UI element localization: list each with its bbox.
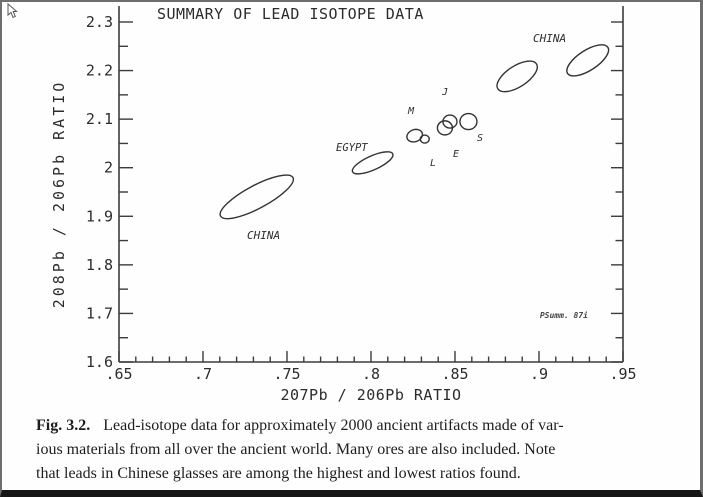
y-tick-label: 2 bbox=[104, 159, 113, 177]
axes: .65 .7 .75 .8 .85 .9 .95 2.3 2.2 2.1 2 1.9 1.8 1.7 1.6 bbox=[86, 6, 637, 383]
y-tick-label: 1.8 bbox=[86, 256, 113, 274]
y-axis-title: 208Pb / 206Pb RATIO bbox=[50, 80, 68, 309]
x-axis-title: 207Pb / 206Pb RATIO bbox=[280, 386, 461, 404]
x-tick-label: .95 bbox=[609, 365, 636, 383]
y-tick-label: 2.2 bbox=[86, 62, 113, 80]
x-tick-label: .65 bbox=[105, 365, 132, 383]
group-label-j: J bbox=[441, 87, 448, 98]
isotope-field-m-small bbox=[419, 134, 430, 144]
group-label-l: L bbox=[430, 158, 436, 169]
group-label-china: CHINA bbox=[247, 229, 280, 242]
figure-caption: Fig. 3.2. Lead-isotope data for approxima… bbox=[36, 414, 672, 486]
x-tick-label: .85 bbox=[441, 365, 468, 383]
group-label-egypt: EGYPT bbox=[336, 142, 368, 154]
isotope-field-china-mid bbox=[496, 60, 538, 93]
group-label-m: M bbox=[407, 106, 415, 117]
x-tick-label: .7 bbox=[194, 365, 212, 383]
isotope-field-l-circle bbox=[436, 120, 454, 136]
plot-watermark: PSumm. 87i bbox=[540, 310, 588, 320]
caption-line-3: that leads in Chinese glasses are among … bbox=[36, 465, 521, 482]
caption-line: Fig. 3.2. Lead-isotope data for approxima… bbox=[36, 414, 672, 438]
y-tick-label: 1.9 bbox=[86, 207, 113, 225]
caption-figure-number: Fig. 3.2. bbox=[36, 417, 91, 434]
x-tick-label: .9 bbox=[530, 365, 548, 383]
group-label-e: E bbox=[453, 149, 459, 160]
isotope-field-china-high bbox=[566, 44, 610, 77]
group-label-s: S bbox=[477, 133, 483, 144]
isotope-field-china-low bbox=[219, 174, 295, 220]
x-tick-label: .8 bbox=[362, 365, 380, 383]
caption-line-2: ious materials from all over the ancient… bbox=[36, 441, 556, 458]
isotope-field-m-large bbox=[406, 128, 424, 143]
y-tick-label: 1.7 bbox=[86, 304, 113, 322]
group-label-china: CHINA bbox=[533, 32, 566, 45]
mouse-cursor-icon bbox=[7, 2, 18, 19]
isotope-field-s-circle bbox=[459, 112, 478, 131]
y-tick-label: 2.3 bbox=[86, 13, 113, 31]
x-tick-label: .75 bbox=[273, 365, 300, 383]
isotope-plot: SUMMARY OF LEAD ISOTOPE DATA .65 .7 .75 .8.… bbox=[7, 2, 637, 404]
group-labels: CHINA CHINA EGYPT M J L E S bbox=[247, 32, 566, 242]
isotope-field-egypt bbox=[351, 151, 394, 175]
y-tick-label: 2.1 bbox=[86, 110, 113, 128]
caption-line-1: Lead-isotope data for approximately 2000… bbox=[103, 417, 564, 434]
plot-title: SUMMARY OF LEAD ISOTOPE DATA bbox=[157, 5, 424, 23]
y-tick-label: 1.6 bbox=[86, 353, 113, 371]
data-ellipses bbox=[219, 44, 610, 220]
